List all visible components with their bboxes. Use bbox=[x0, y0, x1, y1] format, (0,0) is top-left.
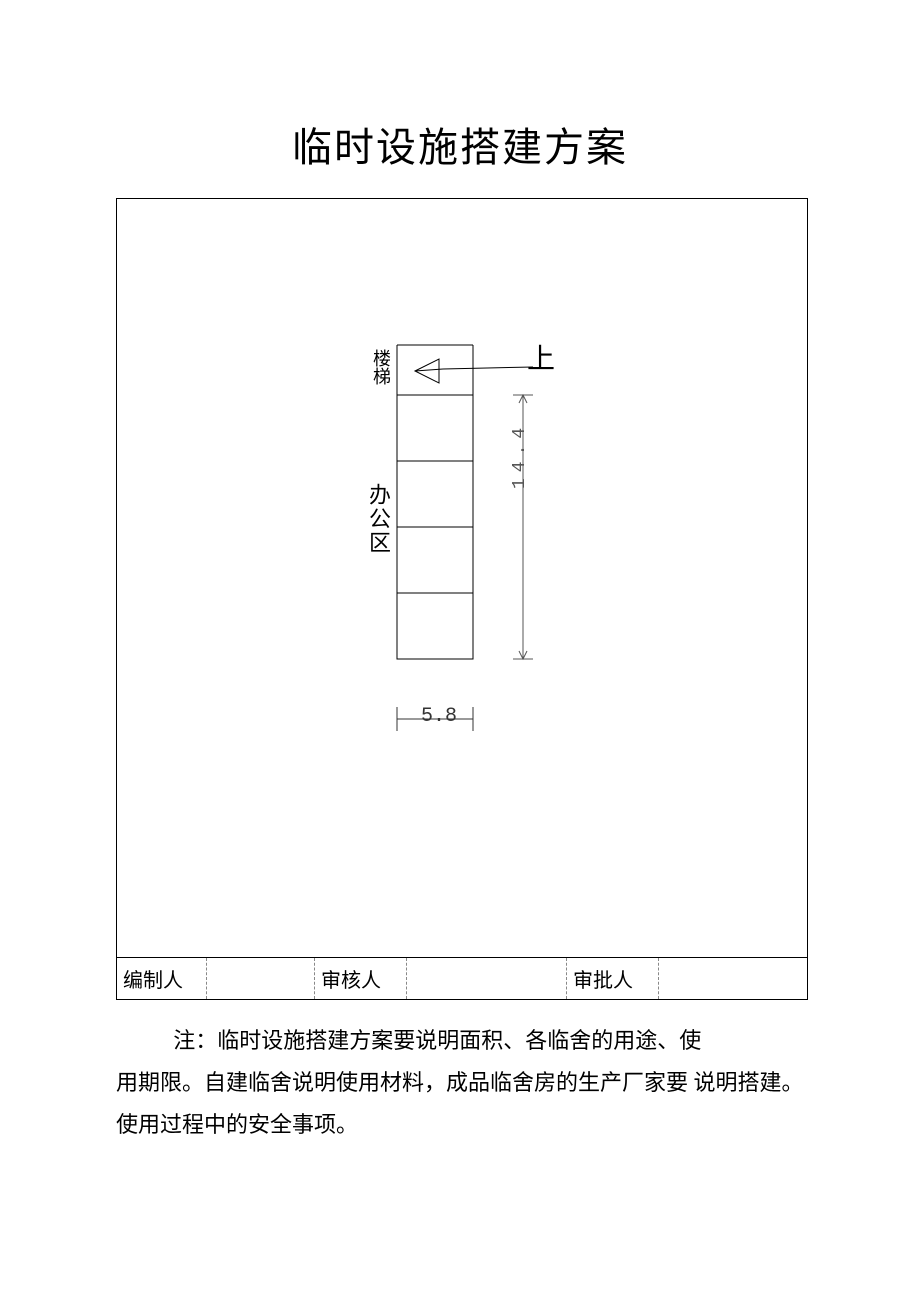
dimension-vertical: 14.4 bbox=[510, 422, 530, 489]
footnote: 注：临时设施搭建方案要说明面积、各临舍的用途、使 用期限。自建临舍说明使用材料，… bbox=[116, 1020, 808, 1146]
signature-row: 编制人 审核人 审批人 bbox=[117, 957, 807, 999]
signature-label-approver: 审批人 bbox=[567, 958, 659, 999]
signature-label-reviewer: 审核人 bbox=[315, 958, 407, 999]
label-up: 上 bbox=[527, 337, 555, 377]
footnote-line-1: 注：临时设施搭建方案要说明面积、各临舍的用途、使 bbox=[116, 1020, 808, 1062]
dimension-horizontal: 5.8 bbox=[421, 705, 457, 728]
label-stairs: 楼梯 bbox=[371, 349, 391, 385]
footnote-line-3: 使用过程中的安全事项。 bbox=[116, 1104, 808, 1146]
floorplan-diagram bbox=[117, 199, 809, 959]
diagram-container: 楼梯 上 办公区 14.4 5.8 编制人 审核人 审批人 bbox=[116, 198, 808, 1000]
footnote-line-2: 用期限。自建临舍说明使用材料，成品临舍房的生产厂家要 说明搭建。 bbox=[116, 1062, 808, 1104]
page-title: 临时设施搭建方案 bbox=[0, 0, 920, 173]
signature-field-author[interactable] bbox=[207, 958, 315, 999]
signature-field-approver[interactable] bbox=[659, 958, 807, 999]
signature-field-reviewer[interactable] bbox=[407, 958, 567, 999]
label-office: 办公区 bbox=[365, 483, 391, 555]
signature-label-author: 编制人 bbox=[117, 958, 207, 999]
